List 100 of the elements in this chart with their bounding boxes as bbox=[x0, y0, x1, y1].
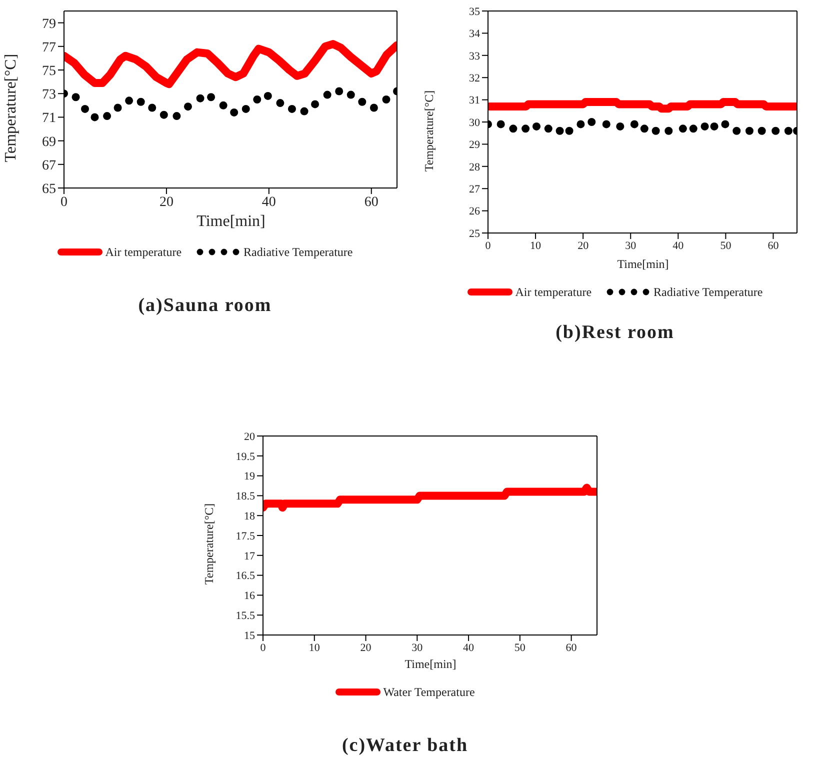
point bbox=[532, 122, 540, 130]
point bbox=[81, 104, 90, 113]
legend-label: Radiative Temperature bbox=[654, 284, 763, 300]
legend-label: Air temperature bbox=[105, 244, 182, 260]
point bbox=[576, 120, 585, 128]
point bbox=[253, 96, 262, 104]
point bbox=[160, 110, 168, 119]
point bbox=[288, 104, 296, 113]
text: (b)Rest room bbox=[554, 322, 676, 344]
y-tick-label: 69 bbox=[42, 134, 56, 150]
y-tick-label: 19 bbox=[244, 470, 256, 483]
y-tick-label: 32 bbox=[469, 72, 480, 85]
x-tick-label: 20 bbox=[159, 194, 174, 210]
point bbox=[335, 87, 344, 96]
y-tick-label: 65 bbox=[42, 182, 56, 197]
x-tick-label: 60 bbox=[364, 194, 378, 210]
y-tick-label: 27 bbox=[469, 184, 480, 196]
y-tick-label: 19.5 bbox=[236, 450, 256, 463]
y-tick-label: 73 bbox=[42, 88, 56, 103]
legend-label: Radiative Temperature bbox=[244, 244, 353, 260]
y-tick-label: 26 bbox=[469, 206, 480, 218]
x-tick-label: 40 bbox=[672, 240, 684, 252]
point bbox=[640, 124, 648, 133]
point bbox=[90, 113, 99, 122]
x-tick-label: 60 bbox=[768, 240, 780, 252]
text: (a)Sauna room bbox=[137, 294, 273, 317]
x-tick-label: 40 bbox=[262, 194, 276, 210]
point bbox=[602, 120, 610, 128]
x-tick-label: 60 bbox=[566, 642, 578, 654]
y-tick-label: 20 bbox=[244, 430, 256, 443]
point bbox=[565, 126, 574, 135]
point bbox=[242, 104, 250, 113]
point bbox=[678, 124, 687, 133]
y-tick-label: 71 bbox=[42, 111, 56, 126]
point bbox=[346, 90, 355, 99]
y-tick-label: 31 bbox=[469, 94, 480, 107]
y-tick-label: 30 bbox=[469, 116, 480, 129]
point bbox=[732, 126, 741, 135]
point bbox=[556, 126, 564, 135]
point bbox=[721, 120, 730, 128]
point bbox=[230, 108, 238, 116]
y-tick-label: 79 bbox=[42, 16, 56, 32]
point bbox=[710, 122, 718, 130]
point bbox=[630, 120, 638, 128]
legend-label: Air temperature bbox=[515, 284, 592, 300]
x-tick-label: 0 bbox=[485, 240, 492, 252]
point bbox=[496, 120, 505, 128]
point bbox=[358, 98, 366, 106]
y-tick-label: 67 bbox=[42, 158, 56, 174]
point bbox=[103, 112, 112, 120]
y-tick-label: 15 bbox=[244, 630, 256, 642]
x-tick-label: 20 bbox=[360, 642, 372, 654]
point bbox=[664, 126, 673, 135]
y-tick-label: 33 bbox=[469, 50, 480, 62]
y-axis-title: Temperature[°C] bbox=[202, 503, 218, 585]
x-tick-label: 30 bbox=[412, 642, 424, 654]
point bbox=[616, 122, 624, 130]
legend-label: Water Temperature bbox=[383, 684, 475, 700]
point bbox=[370, 104, 378, 112]
x-tick-label: 50 bbox=[514, 642, 526, 654]
point bbox=[219, 101, 228, 110]
point bbox=[184, 102, 192, 111]
point bbox=[509, 124, 518, 133]
text: (c)Water bath bbox=[340, 734, 470, 757]
point bbox=[758, 126, 766, 135]
y-tick-label: 16.5 bbox=[236, 570, 256, 582]
point bbox=[276, 99, 284, 108]
y-tick-label: 15.5 bbox=[236, 610, 256, 622]
point bbox=[323, 90, 332, 99]
point bbox=[652, 126, 660, 135]
point bbox=[689, 124, 698, 133]
point bbox=[172, 112, 181, 120]
point bbox=[784, 126, 792, 135]
point bbox=[522, 124, 530, 133]
x-axis-title: Time[min] bbox=[404, 657, 458, 673]
x-tick-label: 50 bbox=[720, 240, 732, 252]
point bbox=[207, 93, 216, 102]
y-tick-label: 16 bbox=[244, 590, 256, 602]
x-tick-label: 10 bbox=[308, 642, 320, 654]
x-axis-title: Time[min] bbox=[616, 257, 670, 273]
x-tick-label: 0 bbox=[60, 194, 68, 210]
point bbox=[196, 94, 204, 102]
y-tick-label: 25 bbox=[469, 228, 480, 240]
point bbox=[382, 96, 390, 104]
x-tick-label: 20 bbox=[578, 240, 590, 252]
point bbox=[264, 92, 272, 100]
point bbox=[125, 96, 134, 105]
y-tick-label: 28 bbox=[469, 161, 480, 174]
point bbox=[745, 126, 754, 135]
y-axis-title: Temperature[°C] bbox=[2, 54, 21, 162]
y-tick-label: 35 bbox=[469, 6, 480, 18]
point bbox=[544, 124, 552, 133]
y-tick-label: 75 bbox=[42, 64, 56, 79]
y-tick-label: 77 bbox=[42, 40, 56, 56]
point bbox=[300, 107, 308, 116]
x-axis-title: Time[min] bbox=[196, 212, 266, 232]
point bbox=[700, 122, 709, 130]
x-tick-label: 10 bbox=[530, 240, 542, 252]
y-tick-label: 29 bbox=[469, 139, 480, 152]
point bbox=[114, 104, 122, 112]
